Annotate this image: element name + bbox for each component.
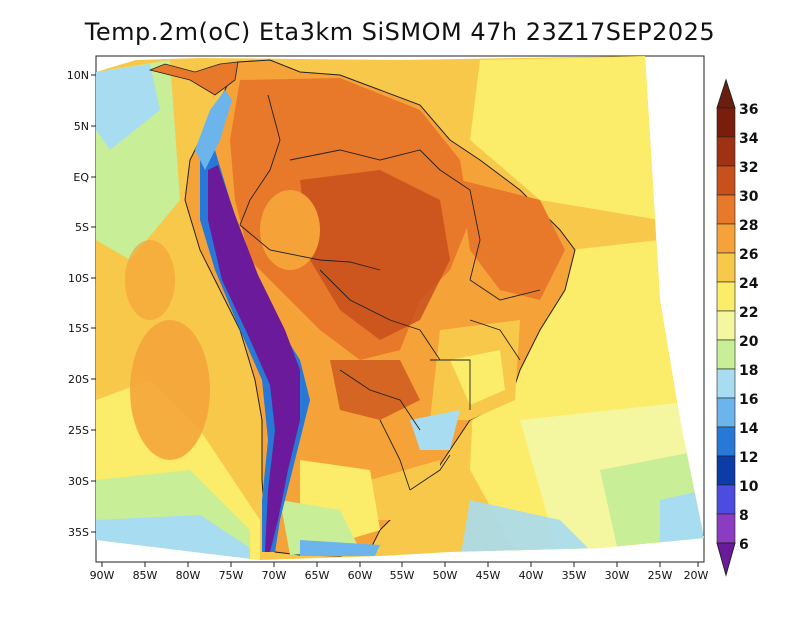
colorbar-swatch-12 bbox=[716, 455, 736, 486]
lat-label-10s: 10S bbox=[68, 272, 89, 285]
colorbar-swatch-16 bbox=[716, 397, 736, 428]
border-colombia-venezuela bbox=[239, 94, 281, 226]
colorbar-label-28: 28 bbox=[739, 218, 758, 234]
north-atlantic-band bbox=[470, 56, 660, 220]
colorbar-label-12: 12 bbox=[739, 450, 758, 466]
lon-label-30w: 30W bbox=[605, 569, 630, 582]
lat-label-35s: 35S bbox=[68, 526, 89, 539]
colorbar-label-32: 32 bbox=[739, 160, 758, 176]
lon-label-55w: 55W bbox=[390, 569, 415, 582]
lat-label-25s: 25S bbox=[68, 424, 89, 437]
colorbar-swatch-20 bbox=[716, 339, 736, 370]
colorbar-label-22: 22 bbox=[739, 305, 758, 321]
colorbar-max-arrow bbox=[716, 78, 736, 109]
lat-label-30s: 30S bbox=[68, 475, 89, 488]
border-peru-brazil bbox=[239, 224, 381, 271]
colorbar-label-10: 10 bbox=[739, 479, 759, 495]
border-amazon-north bbox=[289, 149, 441, 171]
south-atlantic-cold bbox=[460, 500, 600, 560]
lon-label-65w: 65W bbox=[305, 569, 330, 582]
lon-label-70w: 70W bbox=[262, 569, 287, 582]
south-brazil-warm bbox=[370, 460, 440, 520]
lon-label-20w: 20W bbox=[684, 569, 709, 582]
latitude-axis: 10N 5N EQ 5S 10S 15S 20S 25S 30S 35S bbox=[67, 69, 96, 539]
colorbar-label-24: 24 bbox=[739, 276, 759, 292]
border-brazil-states-se bbox=[469, 319, 521, 361]
southeast-highlands-cool bbox=[450, 350, 505, 405]
lon-label-60w: 60W bbox=[348, 569, 373, 582]
colorbar-label-26: 26 bbox=[739, 247, 758, 263]
lat-label-5s: 5S bbox=[75, 221, 89, 234]
lat-label-15s: 15S bbox=[68, 322, 89, 335]
pacific-cold-north bbox=[96, 64, 160, 150]
colorbar-label-36: 36 bbox=[739, 102, 758, 118]
colorbar-label-30: 30 bbox=[739, 189, 759, 205]
colorbar-swatch-32 bbox=[716, 165, 736, 196]
andes-cold-peaks bbox=[208, 165, 300, 552]
andes-north-cool bbox=[195, 90, 232, 170]
land-hotter-core bbox=[300, 170, 450, 340]
colorbar-swatch-34 bbox=[716, 136, 736, 167]
colorbar-swatch-14 bbox=[716, 426, 736, 457]
lat-label-10n: 10N bbox=[67, 69, 89, 82]
central-america-land bbox=[148, 61, 239, 96]
colorbar-swatch-18 bbox=[716, 368, 736, 399]
colorbar-label-6: 6 bbox=[739, 537, 749, 553]
colorbar-label-18: 18 bbox=[739, 363, 758, 379]
lon-label-85w: 85W bbox=[133, 569, 158, 582]
colorbar-label-16: 16 bbox=[739, 392, 758, 408]
border-uruguay bbox=[409, 454, 451, 491]
lon-label-80w: 80W bbox=[176, 569, 201, 582]
colorbar-swatch-10 bbox=[716, 484, 736, 515]
serra-cool-spot bbox=[410, 410, 460, 450]
colorbar-label-14: 14 bbox=[739, 421, 759, 437]
border-brazil-states-center bbox=[430, 359, 471, 410]
lon-label-90w: 90W bbox=[90, 569, 115, 582]
lat-label-20s: 20S bbox=[68, 373, 89, 386]
pacific-warm-patch-2 bbox=[125, 240, 175, 320]
colorbar-label-20: 20 bbox=[739, 334, 759, 350]
lon-label-35w: 35W bbox=[562, 569, 587, 582]
lon-label-75w: 75W bbox=[219, 569, 244, 582]
border-bolivia-brazil bbox=[319, 269, 441, 361]
colorbar-min-arrow bbox=[716, 542, 736, 577]
amazon-warm-spot bbox=[260, 190, 320, 270]
land-hot-northeast bbox=[460, 180, 565, 300]
border-paraguay bbox=[339, 369, 421, 431]
colorbar-swatch-22 bbox=[716, 310, 736, 341]
colorbar-swatch-8 bbox=[716, 513, 736, 544]
colorbar-swatch-24 bbox=[716, 281, 736, 312]
patagonia-cold bbox=[300, 540, 380, 556]
colorbar-swatch-36 bbox=[716, 107, 736, 138]
lon-label-45w: 45W bbox=[476, 569, 501, 582]
lon-label-50w: 50W bbox=[433, 569, 458, 582]
colorbar-swatch-26 bbox=[716, 252, 736, 283]
land-hot-south bbox=[330, 360, 420, 420]
lat-label-eq: EQ bbox=[73, 171, 89, 184]
map-title: Temp.2m(oC) Eta3km SiSMOM 47h 23Z17SEP20… bbox=[84, 18, 716, 46]
colorbar-swatch-28 bbox=[716, 223, 736, 254]
colorbar-swatch-30 bbox=[716, 194, 736, 225]
colorbar-label-34: 34 bbox=[739, 131, 759, 147]
country-borders bbox=[239, 94, 541, 491]
longitude-axis: 90W 85W 80W 75W 70W 65W 60W 55W 50W 45W … bbox=[90, 562, 709, 582]
lon-label-40w: 40W bbox=[519, 569, 544, 582]
colorbar-label-8: 8 bbox=[739, 508, 749, 524]
border-brazil-states-ne bbox=[469, 279, 541, 301]
border-brazil-states-north bbox=[439, 169, 481, 281]
colorbar: 36 34 32 30 28 26 24 22 20 18 16 14 12 1… bbox=[716, 78, 759, 577]
temperature-field bbox=[96, 56, 704, 560]
lon-label-25w: 25W bbox=[648, 569, 673, 582]
lat-label-5n: 5N bbox=[74, 120, 89, 133]
border-argentina-brazil bbox=[379, 419, 411, 491]
pacific-warm-patch bbox=[130, 320, 210, 460]
